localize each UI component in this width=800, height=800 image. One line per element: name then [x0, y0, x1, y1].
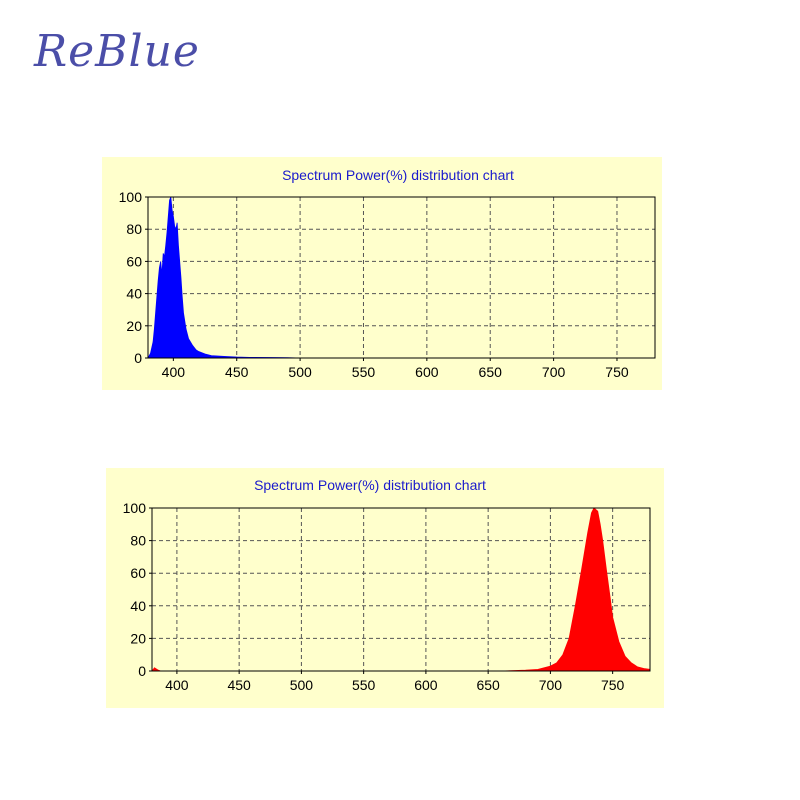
red-y-tick-0: 0 — [138, 663, 146, 679]
red-x-tick-700: 700 — [539, 677, 563, 693]
red-x-tick-650: 650 — [476, 677, 500, 693]
red-plot-frame — [151, 507, 651, 672]
blue-x-tick-450: 450 — [225, 364, 249, 380]
red-y-tick-80: 80 — [130, 533, 146, 549]
red-y-tick-60: 60 — [130, 565, 146, 581]
blue-chart-title: Spectrum Power(%) distribution chart — [282, 167, 514, 183]
blue-x-tick-650: 650 — [479, 364, 503, 380]
blue-y-tick-40: 40 — [126, 286, 142, 302]
spectrum-chart-red-svg: Spectrum Power(%) distribution chart 0 20 4… — [106, 468, 664, 708]
red-x-tick-550: 550 — [352, 677, 376, 693]
blue-y-tick-60: 60 — [126, 253, 142, 269]
spectrum-chart-blue-svg: Spectrum Power(%) distribution chart 0 20 4… — [102, 157, 662, 390]
blue-y-tick-20: 20 — [126, 318, 142, 334]
blue-x-tick-700: 700 — [542, 364, 566, 380]
red-y-tick-20: 20 — [130, 630, 146, 646]
red-x-tick-600: 600 — [414, 677, 438, 693]
spectrum-chart-blue: Spectrum Power(%) distribution chart 0 20 4… — [102, 157, 662, 390]
blue-x-tick-500: 500 — [288, 364, 312, 380]
red-x-tick-400: 400 — [165, 677, 189, 693]
blue-plot-frame — [147, 196, 656, 359]
red-y-tick-40: 40 — [130, 598, 146, 614]
blue-y-tick-100: 100 — [119, 189, 143, 205]
red-x-tick-450: 450 — [227, 677, 251, 693]
red-x-tick-500: 500 — [290, 677, 314, 693]
spectrum-chart-red: Spectrum Power(%) distribution chart 0 20 4… — [106, 468, 664, 708]
blue-x-tick-550: 550 — [352, 364, 376, 380]
red-chart-title: Spectrum Power(%) distribution chart — [254, 477, 486, 493]
blue-x-tick-750: 750 — [605, 364, 629, 380]
red-x-tick-750: 750 — [601, 677, 625, 693]
blue-spectrum-area-0 — [147, 196, 301, 359]
brand-logo: ReBlue — [34, 26, 200, 77]
blue-y-tick-0: 0 — [134, 350, 142, 366]
blue-x-tick-600: 600 — [415, 364, 439, 380]
red-y-tick-100: 100 — [123, 500, 147, 516]
blue-y-tick-80: 80 — [126, 221, 142, 237]
blue-x-tick-400: 400 — [162, 364, 186, 380]
